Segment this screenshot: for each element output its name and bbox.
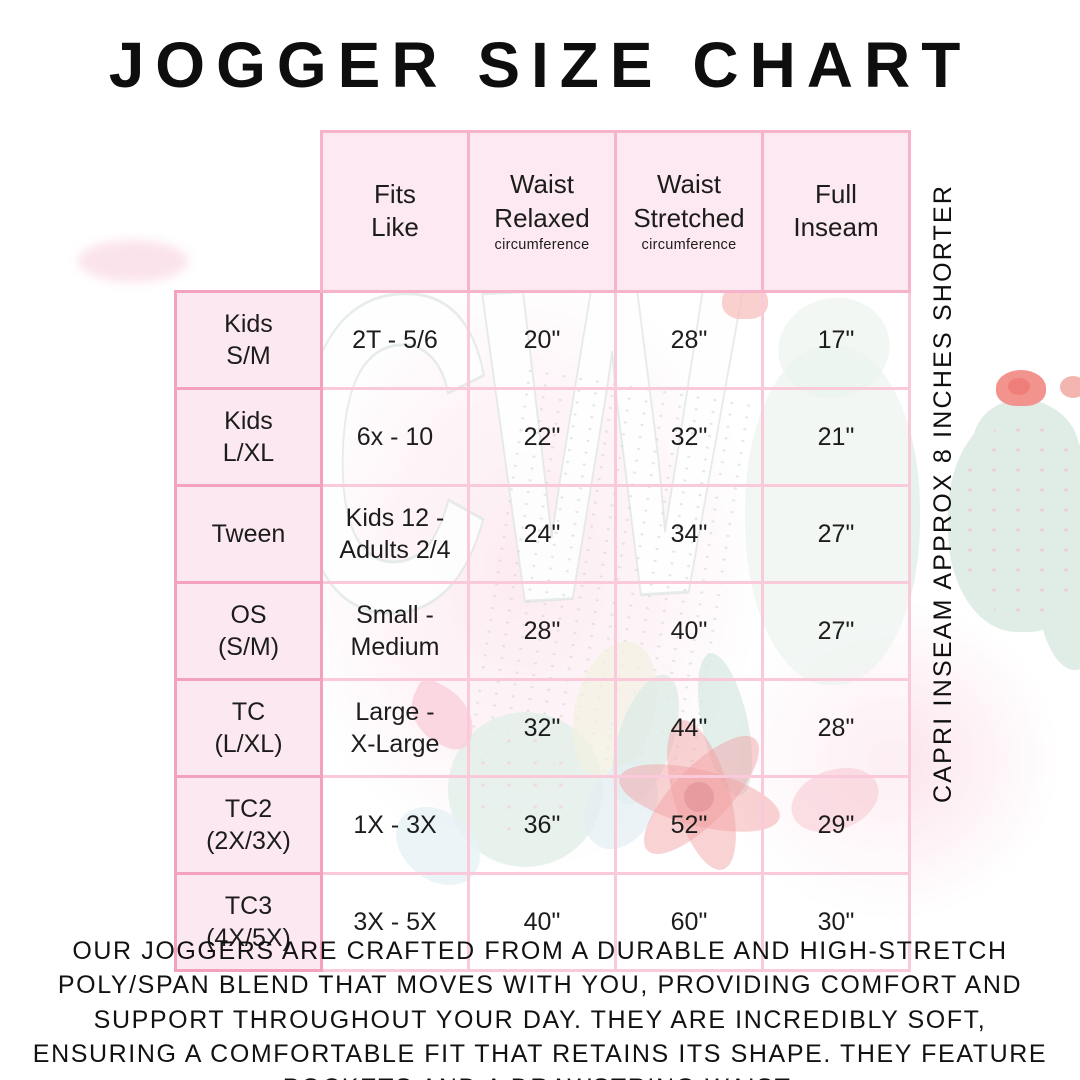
cell-fits-like: Kids 12 - Adults 2/4 bbox=[320, 483, 470, 584]
column-header-label: Fits Like bbox=[371, 179, 419, 243]
column-header-label: Waist Relaxed bbox=[494, 169, 590, 233]
row-header-size: TC (L/XL) bbox=[174, 677, 323, 778]
jogger-size-table: Fits Like Waist Relaxed circumference Wa… bbox=[174, 130, 911, 972]
column-header-subtitle: circumference bbox=[641, 236, 737, 253]
cell-waist-relaxed: 20" bbox=[467, 289, 617, 390]
column-header-subtitle: circumference bbox=[494, 236, 590, 253]
cactus-dots-texture bbox=[958, 420, 1080, 620]
cell-fits-like: 6x - 10 bbox=[320, 386, 470, 487]
row-header-size: TC2 (2X/3X) bbox=[174, 774, 323, 875]
cell-fits-like: 3X - 5X bbox=[320, 871, 470, 972]
cell-waist-relaxed: 28" bbox=[467, 580, 617, 681]
cell-waist-relaxed: 32" bbox=[467, 677, 617, 778]
cell-full-inseam: 27" bbox=[761, 483, 911, 584]
table-row: TC2 (2X/3X) 1X - 3X 36" 52" 29" bbox=[174, 774, 911, 875]
size-table-body: Kids S/M 2T - 5/6 20" 28" 17" Kids L/XL 6x - 1… bbox=[174, 289, 911, 972]
pink-watercolor-dab bbox=[78, 240, 188, 282]
row-header-size: Kids L/XL bbox=[174, 386, 323, 487]
table-row: TC (L/XL) Large - X-Large 32" 44" 28" bbox=[174, 677, 911, 778]
table-row: Kids L/XL 6x - 10 22" 32" 21" bbox=[174, 386, 911, 487]
cell-full-inseam: 21" bbox=[761, 386, 911, 487]
cell-full-inseam: 27" bbox=[761, 580, 911, 681]
cell-waist-relaxed: 22" bbox=[467, 386, 617, 487]
row-header-size: TC3 (4X/5X) bbox=[174, 871, 323, 972]
cell-fits-like: Large - X-Large bbox=[320, 677, 470, 778]
table-row: Kids S/M 2T - 5/6 20" 28" 17" bbox=[174, 289, 911, 390]
cell-waist-relaxed: 40" bbox=[467, 871, 617, 972]
cell-full-inseam: 30" bbox=[761, 871, 911, 972]
cell-full-inseam: 17" bbox=[761, 289, 911, 390]
cell-full-inseam: 29" bbox=[761, 774, 911, 875]
row-header-size: Tween bbox=[174, 483, 323, 584]
column-header-waist-stretched: Waist Stretched circumference bbox=[614, 130, 764, 293]
product-description: OUR JOGGERS ARE CRAFTED FROM A DURABLE A… bbox=[32, 937, 1048, 1080]
column-header-waist-relaxed: Waist Relaxed circumference bbox=[467, 130, 617, 293]
table-row: TC3 (4X/5X) 3X - 5X 40" 60" 30" bbox=[174, 871, 911, 972]
cell-waist-relaxed: 24" bbox=[467, 483, 617, 584]
cactus-flower-illustration bbox=[1008, 378, 1030, 395]
cell-fits-like: Small - Medium bbox=[320, 580, 470, 681]
flower-illustration bbox=[1060, 376, 1080, 398]
column-header-label: Waist Stretched bbox=[633, 169, 745, 233]
table-row: OS (S/M) Small - Medium 28" 40" 27" bbox=[174, 580, 911, 681]
cell-waist-stretched: 44" bbox=[614, 677, 764, 778]
cell-waist-relaxed: 36" bbox=[467, 774, 617, 875]
cell-waist-stretched: 60" bbox=[614, 871, 764, 972]
cell-fits-like: 2T - 5/6 bbox=[320, 289, 470, 390]
column-header-label: Full Inseam bbox=[793, 179, 879, 243]
cell-fits-like: 1X - 3X bbox=[320, 774, 470, 875]
capri-inseam-note: CAPRI INSEAM APPROX 8 INCHES SHORTER bbox=[929, 183, 957, 803]
cell-waist-stretched: 40" bbox=[614, 580, 764, 681]
row-header-size: Kids S/M bbox=[174, 289, 323, 390]
table-row: Tween Kids 12 - Adults 2/4 24" 34" 27" bbox=[174, 483, 911, 584]
cell-waist-stretched: 52" bbox=[614, 774, 764, 875]
page-title: JOGGER SIZE CHART bbox=[108, 29, 972, 101]
corner-cell bbox=[176, 132, 322, 292]
cell-waist-stretched: 32" bbox=[614, 386, 764, 487]
cell-full-inseam: 28" bbox=[761, 677, 911, 778]
column-header-full-inseam: Full Inseam bbox=[761, 130, 911, 293]
column-header-fits-like: Fits Like bbox=[320, 130, 470, 293]
cell-waist-stretched: 28" bbox=[614, 289, 764, 390]
table-header-row: Fits Like Waist Relaxed circumference Wa… bbox=[176, 130, 911, 293]
cell-waist-stretched: 34" bbox=[614, 483, 764, 584]
row-header-size: OS (S/M) bbox=[174, 580, 323, 681]
